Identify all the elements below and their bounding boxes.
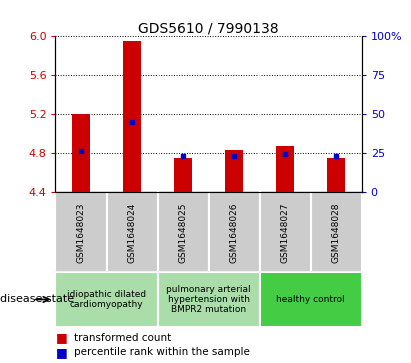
Bar	[327, 158, 345, 192]
Bar	[225, 150, 243, 192]
Bar	[311, 192, 362, 272]
Bar	[55, 192, 106, 272]
Bar	[260, 192, 311, 272]
Bar	[157, 272, 260, 327]
Text: GSM1648023: GSM1648023	[76, 202, 85, 262]
Text: percentile rank within the sample: percentile rank within the sample	[74, 347, 250, 357]
Text: GSM1648026: GSM1648026	[230, 202, 239, 262]
Text: transformed count: transformed count	[74, 333, 171, 343]
Bar	[123, 41, 141, 192]
Bar	[55, 272, 157, 327]
Bar	[157, 192, 208, 272]
Text: disease state: disease state	[0, 294, 74, 305]
Text: GSM1648027: GSM1648027	[281, 202, 290, 262]
Bar	[72, 114, 90, 192]
Text: GSM1648024: GSM1648024	[127, 202, 136, 262]
Bar	[276, 146, 294, 192]
Text: ■: ■	[55, 331, 67, 344]
Text: GSM1648025: GSM1648025	[178, 202, 187, 262]
Bar	[260, 272, 362, 327]
Bar	[209, 192, 260, 272]
Text: idiopathic dilated
cardiomyopathy: idiopathic dilated cardiomyopathy	[67, 290, 146, 309]
Title: GDS5610 / 7990138: GDS5610 / 7990138	[138, 21, 279, 35]
Bar	[106, 192, 157, 272]
Text: ■: ■	[55, 346, 67, 359]
Text: GSM1648028: GSM1648028	[332, 202, 341, 262]
Bar	[174, 158, 192, 192]
Text: healthy control: healthy control	[276, 295, 345, 304]
Text: pulmonary arterial
hypertension with
BMPR2 mutation: pulmonary arterial hypertension with BMP…	[166, 285, 251, 314]
